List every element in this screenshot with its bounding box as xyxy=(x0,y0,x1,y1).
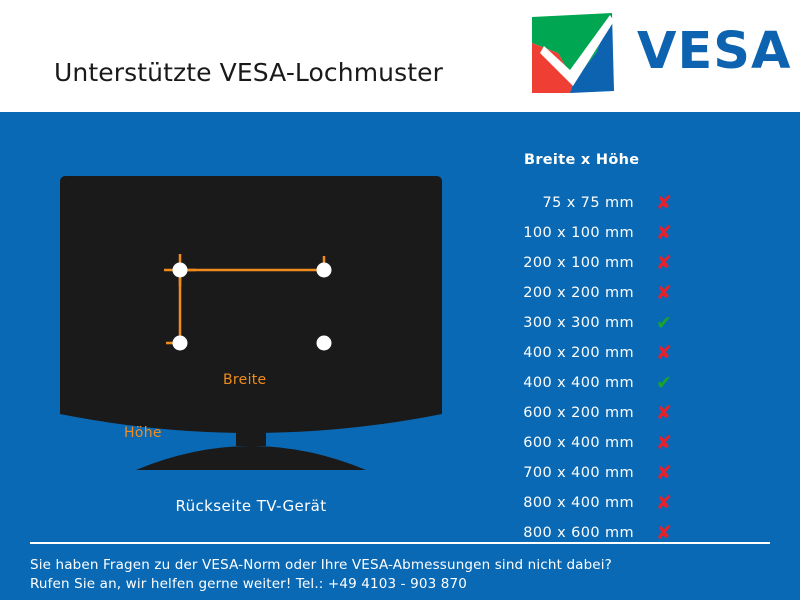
pattern-size-label: 200 x 100 mm xyxy=(523,255,634,271)
table-row: 800 x 400 mm ✘ xyxy=(490,488,790,518)
unsupported-cross-icon: ✘ xyxy=(656,251,672,274)
supported-check-icon: ✔ xyxy=(656,371,672,394)
table-row: 600 x 200 mm ✘ xyxy=(490,398,790,428)
table-row: 400 x 400 mm ✔ xyxy=(490,368,790,398)
unsupported-cross-icon: ✘ xyxy=(656,281,672,304)
hole-top-right xyxy=(316,262,332,278)
pattern-size-label: 400 x 400 mm xyxy=(523,375,634,391)
page-title: Unterstützte VESA-Lochmuster xyxy=(54,58,443,87)
pattern-size-label: 800 x 400 mm xyxy=(523,495,634,511)
pattern-size-label: 800 x 600 mm xyxy=(523,525,634,541)
footer-contact-text: Sie haben Fragen zu der VESA-Norm oder I… xyxy=(30,556,775,594)
table-header: Breite x Höhe xyxy=(524,152,640,168)
table-row: 100 x 100 mm ✘ xyxy=(490,218,790,248)
table-row: 75 x 75 mm ✘ xyxy=(490,188,790,218)
vesa-pattern-table: Breite x Höhe 75 x 75 mm ✘ 100 x 100 mm ✘ 20… xyxy=(490,152,790,548)
table-row: 200 x 200 mm ✘ xyxy=(490,278,790,308)
table-row: 700 x 400 mm ✘ xyxy=(490,458,790,488)
hole-bottom-right xyxy=(316,335,332,351)
hole-top-left xyxy=(172,262,188,278)
unsupported-cross-icon: ✘ xyxy=(656,191,672,214)
main-panel: Breite Höhe Rückseite TV-Gerät Breite x … xyxy=(0,112,800,600)
tv-body xyxy=(60,176,442,433)
pattern-size-label: 75 x 75 mm xyxy=(542,195,634,211)
table-row: 800 x 600 mm ✘ xyxy=(490,518,790,548)
unsupported-cross-icon: ✘ xyxy=(656,521,672,544)
pattern-size-label: 200 x 200 mm xyxy=(523,285,634,301)
table-row: 600 x 400 mm ✘ xyxy=(490,428,790,458)
pattern-size-label: 700 x 400 mm xyxy=(523,465,634,481)
pattern-size-label: 400 x 200 mm xyxy=(523,345,634,361)
breite-label: Breite xyxy=(223,372,267,388)
mounting-holes xyxy=(172,262,332,351)
vesa-wordmark: VESA xyxy=(637,22,792,81)
pattern-size-label: 100 x 100 mm xyxy=(523,225,634,241)
footer-line-1: Sie haben Fragen zu der VESA-Norm oder I… xyxy=(30,557,612,573)
unsupported-cross-icon: ✘ xyxy=(656,491,672,514)
table-row: 300 x 300 mm ✔ xyxy=(490,308,790,338)
unsupported-cross-icon: ✘ xyxy=(656,221,672,244)
hoehe-label: Höhe xyxy=(124,425,162,441)
pattern-size-label: 600 x 200 mm xyxy=(523,405,634,421)
tv-stand-base xyxy=(136,446,366,470)
tv-caption: Rückseite TV-Gerät xyxy=(175,497,327,515)
table-body: 75 x 75 mm ✘ 100 x 100 mm ✘ 200 x 100 mm ✘ 200… xyxy=(490,188,790,548)
tv-back-diagram xyxy=(60,176,442,470)
vesa-logo-mark xyxy=(532,13,614,93)
unsupported-cross-icon: ✘ xyxy=(656,341,672,364)
vesa-logo: VESA xyxy=(530,13,792,95)
pattern-size-label: 300 x 300 mm xyxy=(523,315,634,331)
unsupported-cross-icon: ✘ xyxy=(656,461,672,484)
hole-bottom-left xyxy=(172,335,188,351)
table-row: 200 x 100 mm ✘ xyxy=(490,248,790,278)
unsupported-cross-icon: ✘ xyxy=(656,401,672,424)
footer-divider xyxy=(30,542,770,544)
table-row: 400 x 200 mm ✘ xyxy=(490,338,790,368)
footer-line-2: Rufen Sie an, wir helfen gerne weiter! T… xyxy=(30,576,468,592)
header-bar: Unterstützte VESA-Lochmuster VESA xyxy=(0,0,800,112)
unsupported-cross-icon: ✘ xyxy=(656,431,672,454)
pattern-size-label: 600 x 400 mm xyxy=(523,435,634,451)
supported-check-icon: ✔ xyxy=(656,311,672,334)
